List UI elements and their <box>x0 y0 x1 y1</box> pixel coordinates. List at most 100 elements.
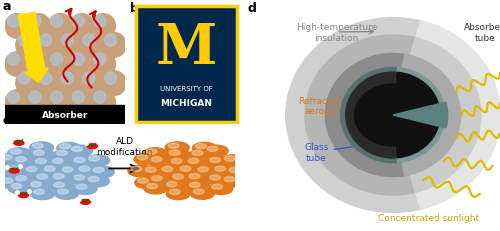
Text: M: M <box>156 21 217 75</box>
Circle shape <box>60 144 70 149</box>
Circle shape <box>16 157 26 162</box>
Circle shape <box>2 178 13 183</box>
Text: High-temperature
insulation: High-temperature insulation <box>296 23 378 43</box>
Circle shape <box>172 174 184 179</box>
Circle shape <box>54 149 78 161</box>
Circle shape <box>59 33 83 58</box>
Circle shape <box>346 73 440 158</box>
Circle shape <box>340 68 445 163</box>
Circle shape <box>190 182 200 188</box>
Circle shape <box>42 165 66 177</box>
Circle shape <box>70 91 94 115</box>
Circle shape <box>54 182 64 188</box>
Circle shape <box>80 200 90 204</box>
Circle shape <box>50 16 62 28</box>
Circle shape <box>28 181 52 192</box>
Text: Concentrated sunlight: Concentrated sunlight <box>378 213 479 222</box>
Circle shape <box>88 156 100 161</box>
Circle shape <box>148 175 172 186</box>
Circle shape <box>40 35 52 47</box>
Circle shape <box>12 156 36 167</box>
Circle shape <box>73 183 97 195</box>
Circle shape <box>209 183 233 195</box>
Circle shape <box>56 151 68 156</box>
Circle shape <box>48 15 72 39</box>
Circle shape <box>128 165 152 177</box>
Circle shape <box>146 149 157 155</box>
Circle shape <box>34 173 58 185</box>
Circle shape <box>16 33 40 58</box>
Circle shape <box>44 166 55 171</box>
Circle shape <box>144 182 168 194</box>
FancyArrow shape <box>18 13 48 83</box>
Circle shape <box>2 155 12 160</box>
Circle shape <box>26 167 37 172</box>
Circle shape <box>196 144 206 149</box>
Circle shape <box>71 174 95 185</box>
Circle shape <box>143 148 167 160</box>
Circle shape <box>166 149 190 161</box>
Circle shape <box>62 167 73 172</box>
Circle shape <box>305 36 481 195</box>
Circle shape <box>70 52 94 77</box>
Circle shape <box>70 15 94 39</box>
Circle shape <box>56 143 80 154</box>
Circle shape <box>59 71 83 96</box>
Circle shape <box>8 182 32 194</box>
Circle shape <box>30 142 54 154</box>
Circle shape <box>177 165 201 177</box>
Circle shape <box>104 73 117 85</box>
Circle shape <box>134 154 158 165</box>
Circle shape <box>76 184 87 189</box>
Circle shape <box>68 146 92 157</box>
Circle shape <box>62 73 74 85</box>
Circle shape <box>195 166 219 177</box>
Circle shape <box>94 92 106 104</box>
Circle shape <box>29 92 41 104</box>
Circle shape <box>8 148 32 160</box>
Circle shape <box>142 166 167 178</box>
Circle shape <box>50 181 74 193</box>
Circle shape <box>148 156 172 167</box>
Circle shape <box>80 71 104 96</box>
Text: Absorber
tube: Absorber tube <box>416 23 500 90</box>
Circle shape <box>74 158 85 163</box>
Wedge shape <box>393 39 481 192</box>
Circle shape <box>170 150 180 156</box>
Circle shape <box>94 54 106 66</box>
Circle shape <box>185 158 209 169</box>
Circle shape <box>52 159 63 164</box>
Circle shape <box>90 167 114 178</box>
Circle shape <box>189 174 200 179</box>
Circle shape <box>18 193 28 198</box>
Circle shape <box>92 52 116 77</box>
Ellipse shape <box>354 85 431 146</box>
Text: UNIVERSITY OF: UNIVERSITY OF <box>160 86 212 92</box>
Circle shape <box>18 73 30 85</box>
Wedge shape <box>393 55 460 176</box>
Circle shape <box>40 73 52 85</box>
Circle shape <box>34 150 44 156</box>
Circle shape <box>14 141 24 146</box>
Circle shape <box>72 16 84 28</box>
FancyBboxPatch shape <box>136 7 237 122</box>
Circle shape <box>190 149 213 161</box>
Circle shape <box>94 16 106 28</box>
Circle shape <box>102 71 126 96</box>
Text: MICHIGAN: MICHIGAN <box>160 99 212 108</box>
Circle shape <box>8 92 20 104</box>
Circle shape <box>30 149 54 161</box>
Circle shape <box>24 166 48 177</box>
Circle shape <box>224 156 235 161</box>
Circle shape <box>37 174 48 179</box>
Text: Refractory
aerogel: Refractory aerogel <box>298 97 437 116</box>
Circle shape <box>50 158 74 169</box>
Circle shape <box>16 176 26 181</box>
Circle shape <box>152 157 162 162</box>
Circle shape <box>194 189 204 194</box>
Circle shape <box>26 91 50 115</box>
Circle shape <box>221 176 245 187</box>
Circle shape <box>18 35 30 47</box>
Circle shape <box>170 173 194 185</box>
Circle shape <box>222 155 246 167</box>
